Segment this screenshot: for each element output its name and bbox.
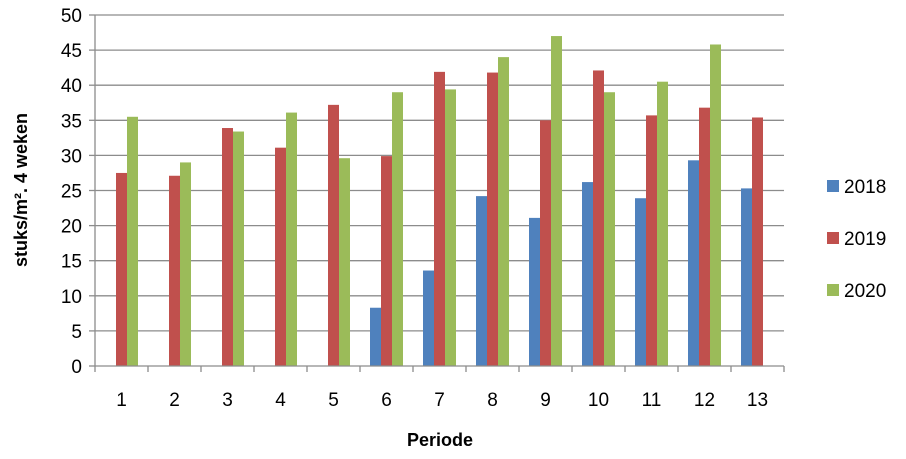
legend-label-2018: 2018 bbox=[844, 177, 886, 198]
bar-2019-periode-12 bbox=[699, 107, 710, 366]
x-tick-label: 7 bbox=[434, 390, 445, 411]
x-tick-label: 9 bbox=[540, 390, 551, 411]
bar-2019-periode-13 bbox=[752, 117, 763, 366]
bar-2019-periode-4 bbox=[275, 147, 286, 366]
bar-2020-periode-1 bbox=[127, 116, 138, 366]
x-tick-label: 8 bbox=[487, 390, 498, 411]
x-tick-label: 12 bbox=[694, 390, 715, 411]
bar-2019-periode-8 bbox=[487, 72, 498, 367]
bar-2018-periode-9 bbox=[529, 217, 540, 366]
bar-2019-periode-11 bbox=[646, 115, 657, 366]
bar-2019-periode-9 bbox=[540, 120, 551, 366]
x-tick-label: 11 bbox=[642, 390, 662, 411]
bar-2020-periode-2 bbox=[180, 162, 191, 366]
bar-2018-periode-12 bbox=[688, 160, 699, 366]
x-tick-label: 13 bbox=[747, 390, 768, 411]
legend-swatch-2020 bbox=[827, 284, 839, 296]
legend-swatch-2018 bbox=[827, 180, 839, 192]
bar-2020-periode-7 bbox=[445, 89, 456, 367]
bar-2020-periode-12 bbox=[710, 44, 721, 366]
bar-2018-periode-13 bbox=[741, 188, 752, 366]
x-tick-label: 2 bbox=[169, 390, 180, 411]
bar-2020-periode-5 bbox=[339, 158, 350, 366]
x-tick-label: 5 bbox=[328, 390, 339, 411]
bar-2019-periode-5 bbox=[328, 104, 339, 366]
x-tick-label: 3 bbox=[222, 390, 233, 411]
bar-2018-periode-8 bbox=[476, 196, 487, 366]
y-tick-label: 5 bbox=[71, 322, 82, 343]
bar-2019-periode-7 bbox=[434, 71, 445, 366]
y-tick-label: 45 bbox=[61, 41, 82, 62]
x-tick-label: 6 bbox=[381, 390, 392, 411]
bar-2019-periode-3 bbox=[222, 128, 233, 366]
bar-2020-periode-4 bbox=[286, 112, 297, 366]
legend-label-2019: 2019 bbox=[844, 229, 886, 250]
bar-2018-periode-10 bbox=[582, 182, 593, 366]
x-tick-label: 10 bbox=[588, 390, 609, 411]
bar-2018-periode-11 bbox=[635, 198, 646, 366]
legend-label-2020: 2020 bbox=[844, 281, 886, 302]
x-axis-title: Periode bbox=[407, 430, 473, 450]
bar-2019-periode-10 bbox=[593, 70, 604, 366]
y-tick-label: 10 bbox=[61, 287, 82, 308]
bar-2019-periode-1 bbox=[116, 172, 127, 366]
bar-2020-periode-3 bbox=[233, 131, 244, 366]
legend-swatch-2019 bbox=[827, 232, 839, 244]
x-tick-labels: 1 2 3 4 5 6 7 8 9 10 11 12 13 bbox=[116, 390, 768, 411]
y-tick-label: 40 bbox=[61, 76, 82, 97]
x-tick-label: 4 bbox=[275, 390, 286, 411]
bar-2019-periode-6 bbox=[381, 156, 392, 366]
y-tick-label: 35 bbox=[61, 111, 82, 132]
bar-2020-periode-11 bbox=[657, 81, 668, 366]
bars bbox=[116, 36, 763, 367]
bar-2018-periode-6 bbox=[370, 307, 381, 366]
y-tick-label: 50 bbox=[61, 6, 82, 27]
x-tick-label: 1 bbox=[116, 390, 127, 411]
legend: 2018 2019 2020 bbox=[827, 177, 886, 302]
y-tick-label: 25 bbox=[61, 182, 82, 203]
axes bbox=[94, 15, 785, 372]
bar-2020-periode-6 bbox=[392, 92, 403, 366]
y-tick-label: 0 bbox=[71, 357, 82, 378]
bar-2020-periode-8 bbox=[498, 57, 509, 367]
y-tick-label: 30 bbox=[61, 146, 82, 167]
y-tick-label: 15 bbox=[61, 252, 82, 273]
bar-2020-periode-10 bbox=[604, 92, 615, 366]
bar-2018-periode-7 bbox=[423, 270, 434, 366]
bar-2019-periode-2 bbox=[169, 175, 180, 366]
y-axis-title: stuks/m². 4 weken bbox=[11, 113, 31, 267]
y-tick-labels: 0 5 10 15 20 25 30 35 40 45 50 bbox=[61, 6, 82, 378]
bar-2020-periode-9 bbox=[551, 36, 562, 367]
y-tick-label: 20 bbox=[61, 217, 82, 238]
